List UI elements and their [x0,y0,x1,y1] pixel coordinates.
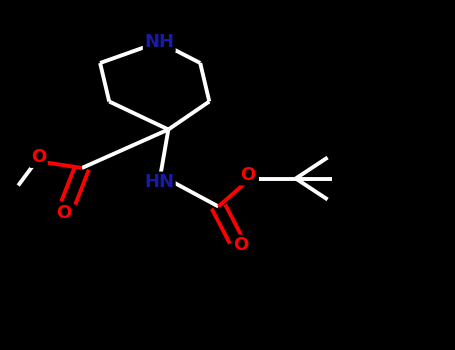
Text: O: O [56,204,71,223]
Text: HN: HN [144,173,174,191]
Text: O: O [233,236,249,254]
Text: O: O [31,148,46,167]
Text: O: O [240,166,256,184]
Text: NH: NH [144,33,174,51]
